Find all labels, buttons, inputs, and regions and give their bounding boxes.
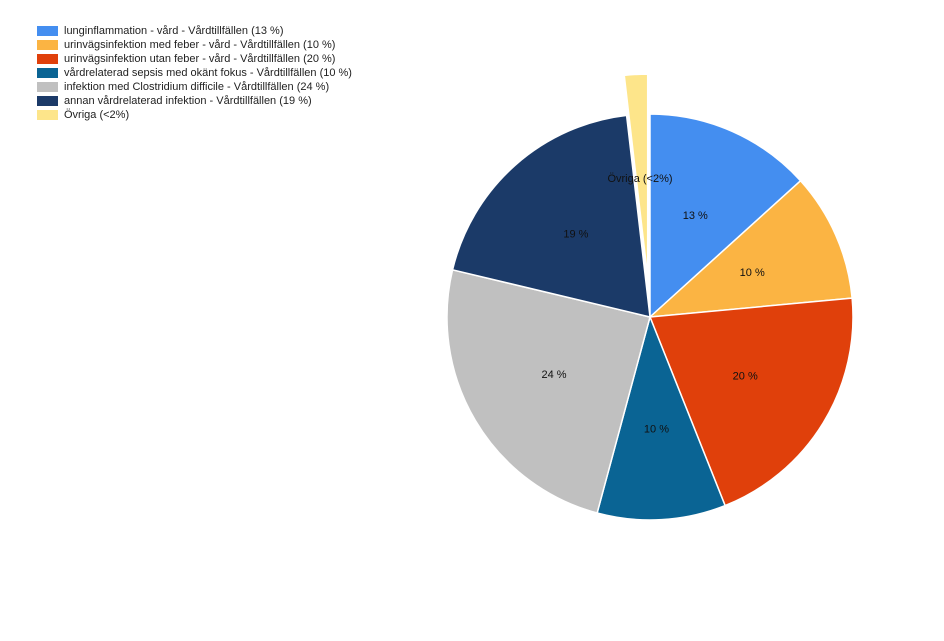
pie-slice	[647, 179, 853, 318]
pie-slice-label: 19 %	[563, 229, 588, 241]
pie-slice-label: 20 %	[733, 370, 758, 382]
pie-slice	[596, 314, 727, 521]
legend-label: Övriga (<2%)	[64, 109, 130, 121]
pie-slice-label: 10 %	[644, 423, 669, 435]
legend-label: vårdrelaterad sepsis med okänt fokus - V…	[64, 67, 352, 79]
pie-slice	[623, 73, 649, 278]
legend-item: lunginflammation - vård - Vårdtillfällen…	[37, 24, 352, 38]
legend-swatch	[37, 110, 58, 120]
legend-swatch	[37, 54, 58, 64]
legend-item: urinvägsinfektion utan feber - vård - Vå…	[37, 52, 352, 66]
legend-item: vårdrelaterad sepsis med okänt fokus - V…	[37, 66, 352, 80]
pie-slice-label: 10 %	[740, 267, 765, 279]
legend-swatch	[37, 96, 58, 106]
legend-item: annan vårdrelaterad infektion - Vårdtill…	[37, 94, 352, 108]
legend-swatch	[37, 40, 58, 50]
legend-label: infektion med Clostridium difficile - Vå…	[64, 81, 330, 93]
pie-slices	[446, 73, 854, 521]
legend-swatch	[37, 82, 58, 92]
pie-slice	[649, 113, 802, 319]
pie-slice-label: 24 %	[541, 369, 566, 381]
legend-item: urinvägsinfektion med feber - vård - Vår…	[37, 38, 352, 52]
legend-item: Övriga (<2%)	[37, 108, 352, 122]
pie-slice	[446, 268, 651, 514]
legend-label: annan vårdrelaterad infektion - Vårdtill…	[64, 95, 312, 107]
pie-slice-label: 13 %	[683, 210, 708, 222]
pie-slice-label: Övriga (<2%)	[607, 173, 672, 185]
legend-label: urinvägsinfektion utan feber - vård - Vå…	[64, 53, 336, 65]
legend-swatch	[37, 26, 58, 36]
legend-swatch	[37, 68, 58, 78]
legend-label: urinvägsinfektion med feber - vård - Vår…	[64, 39, 336, 51]
legend-label: lunginflammation - vård - Vårdtillfällen…	[64, 25, 284, 37]
pie-slice	[451, 114, 651, 318]
legend-item: infektion med Clostridium difficile - Vå…	[37, 80, 352, 94]
chart-legend: lunginflammation - vård - Vårdtillfällen…	[37, 24, 352, 122]
pie-labels: 13 % 10 % 20 % 10 % 24 % 19 % Övriga (<2%)	[541, 173, 764, 435]
pie-slice	[648, 297, 854, 507]
